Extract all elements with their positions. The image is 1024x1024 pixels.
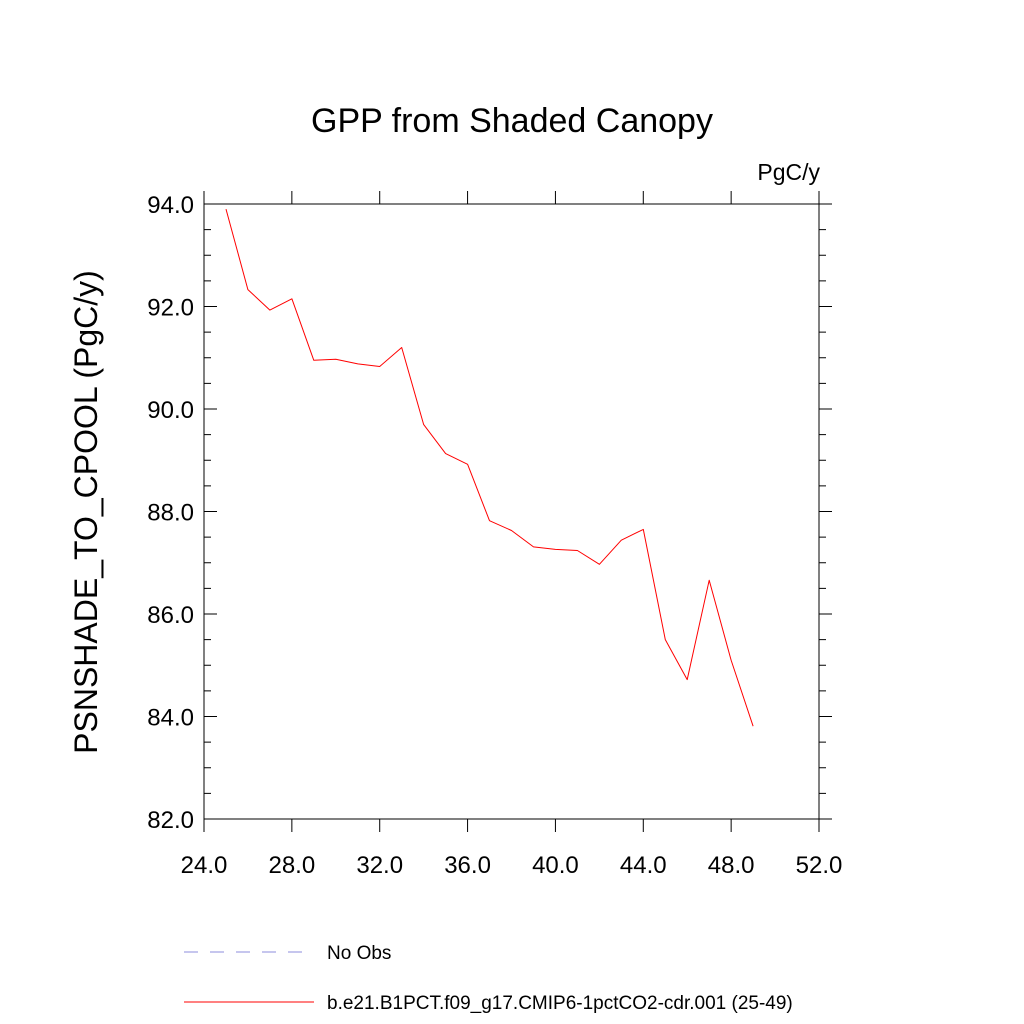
- y-tick-label: 86.0: [147, 602, 194, 629]
- y-tick-label: 88.0: [147, 500, 194, 527]
- y-tick-label: 82.0: [147, 807, 194, 834]
- legend-label-model: b.e21.B1PCT.f09_g17.CMIP6-1pctCO2-cdr.00…: [327, 993, 793, 1014]
- x-tick-label: 32.0: [356, 852, 403, 879]
- series-line: [225, 208, 754, 727]
- x-tick-label: 36.0: [444, 852, 491, 879]
- x-tick-label: 40.0: [532, 852, 579, 879]
- x-tick-label: 44.0: [620, 852, 667, 879]
- y-tick-label: 84.0: [147, 705, 194, 732]
- y-axis-label: PSNSHADE_TO_CPOOL (PgC/y): [68, 270, 104, 754]
- chart-title: GPP from Shaded Canopy: [311, 102, 713, 140]
- x-tick-label: 52.0: [796, 852, 843, 879]
- x-tick-label: 28.0: [268, 852, 315, 879]
- legend-label-no-obs: No Obs: [327, 943, 391, 964]
- plot-frame: [203, 203, 820, 820]
- plot-lines: [225, 208, 754, 727]
- y-tick-label: 90.0: [147, 397, 194, 424]
- axis-ticks: [203, 191, 832, 832]
- x-tick-label: 24.0: [181, 852, 228, 879]
- y-tick-label: 94.0: [147, 192, 194, 219]
- axis-tick-labels: 24.0 28.0 32.0 36.0 40.0 44.0 48.0 52.0 82.0 84.0…: [147, 192, 842, 879]
- legend: No Obs b.e21.B1PCT.f09_g17.CMIP6-1pctCO2…: [184, 943, 793, 1014]
- y-tick-label: 92.0: [147, 295, 194, 322]
- x-tick-label: 48.0: [708, 852, 755, 879]
- units-label: PgC/y: [757, 159, 820, 185]
